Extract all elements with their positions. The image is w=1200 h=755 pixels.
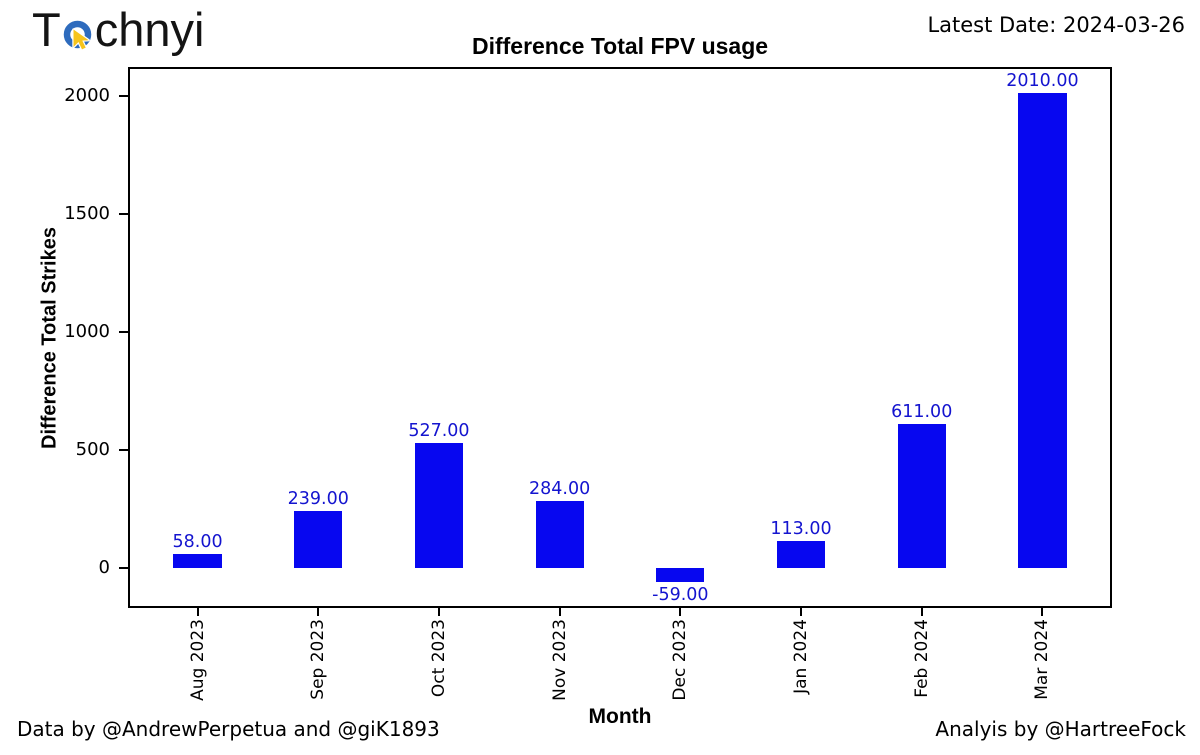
- x-tick-label: Jan 2024: [791, 619, 812, 694]
- logo-text-prefix: T: [32, 3, 61, 56]
- y-tick-label: 0: [98, 556, 110, 578]
- x-tick-label: Feb 2024: [911, 619, 932, 698]
- bar: [776, 541, 826, 568]
- bar: [897, 423, 946, 568]
- bar-value-label: -59.00: [652, 584, 709, 605]
- y-tick-label: 1500: [64, 202, 110, 224]
- x-tick: [920, 606, 923, 616]
- cursor-target-icon: [63, 20, 91, 51]
- x-tick: [1041, 606, 1044, 616]
- data-credit: Data by @AndrewPerpetua and @giK1893: [17, 717, 440, 741]
- x-tick-label: Oct 2023: [428, 619, 449, 698]
- y-tick: [119, 330, 128, 333]
- x-tick-label: Dec 2023: [670, 619, 691, 701]
- bar-value-label: 527.00: [408, 421, 470, 442]
- y-tick: [119, 448, 128, 451]
- bar: [294, 511, 343, 568]
- x-tick-label: Aug 2023: [187, 619, 208, 701]
- bar-value-label: 113.00: [770, 519, 832, 539]
- y-tick-label: 500: [75, 438, 110, 460]
- latest-date-label: Latest Date: 2024-03-26: [927, 13, 1185, 37]
- x-tick-label: Mar 2024: [1032, 619, 1053, 700]
- y-tick: [119, 212, 128, 215]
- technyi-logo: T chnyi: [32, 4, 204, 59]
- bar-value-label: 58.00: [172, 531, 223, 552]
- y-tick-label: 2000: [64, 84, 110, 106]
- y-tick-label: 1000: [64, 320, 110, 342]
- x-tick: [558, 606, 561, 616]
- x-tick: [800, 606, 803, 616]
- x-tick: [317, 606, 320, 616]
- x-tick-label: Nov 2023: [549, 619, 570, 701]
- bar: [173, 553, 222, 568]
- chart-title: Difference Total FPV usage: [471, 33, 769, 59]
- bar-value-label: 2010.00: [1006, 71, 1079, 92]
- y-tick: [119, 94, 128, 97]
- plot-area: Difference Total Strikes 0 500 1000 1500 200…: [39, 67, 1112, 701]
- x-tick: [196, 606, 199, 616]
- bar: [1018, 93, 1067, 568]
- bar: [656, 567, 705, 582]
- y-tick: [119, 566, 128, 569]
- x-axis-label: Month: [588, 705, 652, 728]
- x-tick-label: Sep 2023: [308, 619, 329, 700]
- bar-value-label: 611.00: [891, 401, 953, 422]
- bar: [414, 443, 464, 568]
- bar-value-label: 239.00: [287, 489, 349, 510]
- x-tick: [679, 606, 682, 616]
- bar: [535, 500, 584, 568]
- bar-value-label: 284.00: [529, 478, 591, 499]
- logo-text-suffix: chnyi: [94, 3, 205, 56]
- x-tick: [437, 606, 440, 616]
- analysis-credit: Analyis by @HartreeFock: [935, 717, 1186, 741]
